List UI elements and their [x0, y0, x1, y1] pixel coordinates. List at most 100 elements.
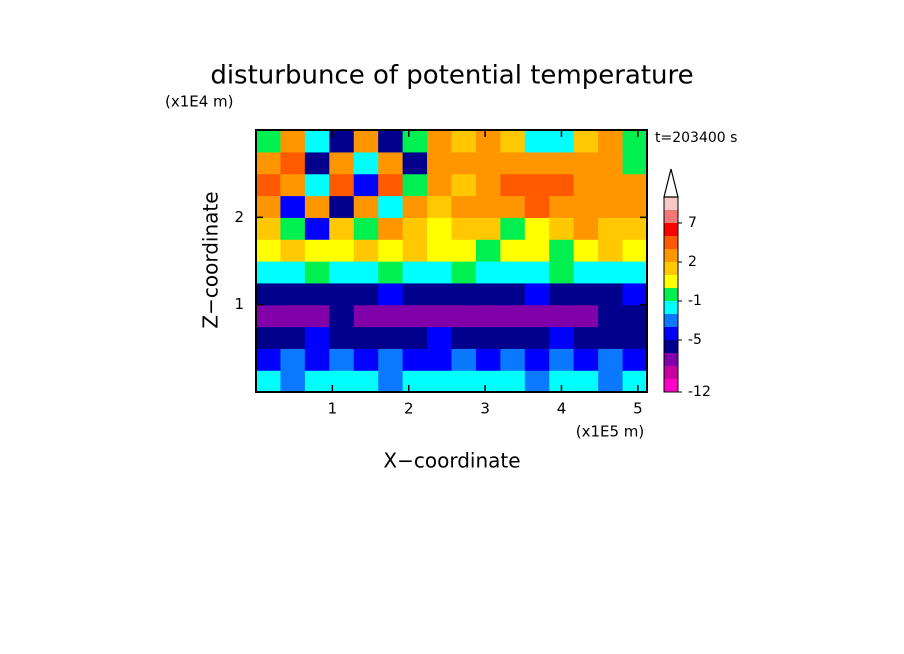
contour-cell [451, 370, 477, 393]
x-unit: (x1E5 m) [576, 423, 645, 441]
colorbar-box [664, 262, 678, 275]
contour-cell [353, 282, 379, 306]
contour-cell [329, 217, 355, 240]
contour-cell [427, 217, 453, 240]
contour-cell [329, 261, 355, 284]
contour-cell [329, 304, 355, 328]
contour-cell [378, 370, 404, 393]
colorbar-box [664, 223, 678, 236]
contour-cell [402, 151, 428, 175]
contour-cell [549, 217, 575, 240]
contour-cell [402, 195, 428, 218]
contour-cell [378, 348, 404, 371]
contour-cell [280, 151, 306, 175]
contour-cell [475, 130, 501, 153]
contour-cell [524, 217, 550, 240]
colorbar-box [664, 379, 678, 392]
contour-cell [329, 370, 355, 393]
plot-frame [255, 129, 648, 393]
colorbar-box [664, 366, 678, 379]
contour-cell [304, 239, 330, 262]
contour-cell [280, 348, 306, 371]
contour-cell [622, 261, 648, 284]
contour-cell [378, 151, 404, 175]
contour-cell [500, 195, 526, 218]
contour-cell [427, 151, 453, 175]
contour-cell [475, 326, 501, 349]
contour-cell [304, 348, 330, 371]
contour-cell [622, 348, 648, 371]
contour-cell [353, 151, 379, 175]
contour-cell [573, 217, 599, 240]
contour-cell [622, 173, 648, 197]
contour-cell [475, 348, 501, 371]
contour-cell [304, 151, 330, 175]
contour-cell [353, 304, 379, 328]
contour-cell [622, 217, 648, 240]
contour-cell [256, 195, 282, 218]
colorbar-box [664, 353, 678, 366]
colorbar-label: -5 [688, 332, 702, 348]
contour-cell [573, 151, 599, 175]
contour-cell [280, 239, 306, 262]
contour-cell [524, 326, 550, 349]
contour-cell [280, 173, 306, 197]
contour-cell [304, 173, 330, 197]
contour-cell [280, 370, 306, 393]
contour-cell [402, 239, 428, 262]
contour-cell [256, 370, 282, 393]
contour-cell [598, 326, 624, 349]
contour-cell [427, 326, 453, 349]
contour-cell [500, 304, 526, 328]
colorbar-box [664, 249, 678, 262]
contour-cell [500, 217, 526, 240]
contour-cell [451, 348, 477, 371]
colorbar-box [664, 301, 678, 314]
contour-cell [378, 239, 404, 262]
contour-cell [427, 173, 453, 197]
contour-cell [304, 370, 330, 393]
contour-cell [451, 326, 477, 349]
contour-cell [256, 326, 282, 349]
contour-cell [598, 151, 624, 175]
colorbar-label: -1 [688, 293, 702, 309]
colorbar-box [664, 275, 678, 288]
contour-cell [622, 370, 648, 393]
contour-cell [598, 130, 624, 153]
contour-cell [549, 151, 575, 175]
colorbar-label: 7 [688, 215, 697, 231]
x-tick-label: 4 [557, 400, 567, 418]
contour-cell [500, 261, 526, 284]
y-unit: (x1E4 m) [165, 93, 234, 111]
contour-cell [573, 195, 599, 218]
contour-cell [329, 239, 355, 262]
contour-cell [500, 173, 526, 197]
contour-cell [378, 282, 404, 306]
y-tick-label: 2 [234, 208, 244, 226]
contour-cell [549, 130, 575, 153]
colorbar-box [664, 197, 678, 210]
contour-cell [329, 151, 355, 175]
contour-cell [378, 304, 404, 328]
contour-cell [524, 239, 550, 262]
contour-cell [427, 130, 453, 153]
contour-cell [549, 326, 575, 349]
contour-cell [451, 173, 477, 197]
contour-cell [524, 173, 550, 197]
contour-cell [524, 282, 550, 306]
contour-cell [622, 304, 648, 328]
contour-cell [304, 130, 330, 153]
contour-cell [402, 173, 428, 197]
contour-cell [598, 173, 624, 197]
x-axis-label: X−coordinate [383, 449, 520, 473]
colorbar-label: 2 [688, 254, 697, 270]
contour-cell [304, 282, 330, 306]
time-annotation: t=203400 s [655, 130, 737, 146]
contour-cell [500, 151, 526, 175]
contour-cell [353, 130, 379, 153]
contour-cell [427, 282, 453, 306]
contour-cell [549, 370, 575, 393]
contour-cell [622, 195, 648, 218]
contour-cell [475, 173, 501, 197]
contour-cell [549, 304, 575, 328]
